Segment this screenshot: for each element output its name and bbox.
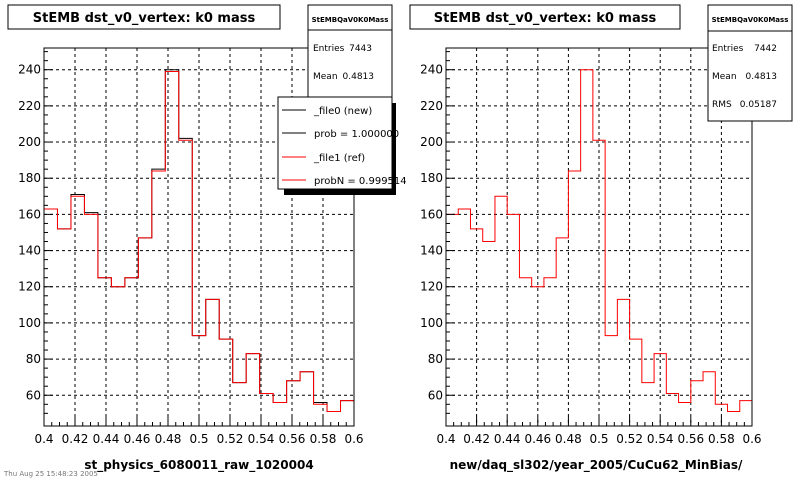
x-tick-label: 0.56 bbox=[279, 432, 306, 446]
x-tick-label: 0.48 bbox=[555, 432, 582, 446]
x-tick-label: 0.42 bbox=[463, 432, 490, 446]
legend-entry: probN = 0.999514 bbox=[314, 176, 407, 187]
x-tick-label: 0.42 bbox=[62, 432, 89, 446]
title-box bbox=[409, 4, 681, 30]
legend-entry: _file1 (ref) bbox=[313, 153, 365, 164]
histogram-panel-right: StEMB dst_v0_vertex: k0 mass 0.4 0.42 0.44… bbox=[409, 4, 793, 473]
y-tick-label: 140 bbox=[18, 244, 41, 258]
stats-rms-value: 0.05187 bbox=[740, 100, 777, 110]
y-tick-label: 120 bbox=[420, 280, 443, 294]
y-tick-label: 100 bbox=[420, 316, 443, 330]
histogram-panel-left: StEMB dst_v0_vertex: k0 mass 0.4 0.42 0.44… bbox=[7, 4, 407, 473]
x-tick-label: 0.52 bbox=[616, 432, 643, 446]
y-tick-label: 160 bbox=[18, 207, 41, 221]
x-tick-label: 0.52 bbox=[217, 432, 244, 446]
chart-title: StEMB dst_v0_vertex: k0 mass bbox=[33, 11, 256, 26]
stats-rms-label: RMS bbox=[712, 100, 732, 110]
legend-entry: _file0 (new) bbox=[313, 106, 372, 117]
legend: _file0 (new) prob = 1.000000 _file1 (ref… bbox=[277, 96, 407, 195]
x-tick-label: 0.58 bbox=[310, 432, 337, 446]
y-tick-label: 160 bbox=[420, 207, 443, 221]
legend-entry: prob = 1.000000 bbox=[314, 129, 399, 140]
stats-box: StEMBQaV0K0Mass Entries 7442 Mean 0.4813… bbox=[707, 4, 793, 122]
x-tick-label: 0.5 bbox=[189, 432, 208, 446]
x-tick-label: 0.6 bbox=[742, 432, 761, 446]
y-tick-label: 200 bbox=[420, 135, 443, 149]
x-tick-label: 0.46 bbox=[124, 432, 151, 446]
y-tick-label: 60 bbox=[428, 388, 443, 402]
histogram-series-1 bbox=[44, 71, 354, 413]
x-tick-label: 0.58 bbox=[708, 432, 735, 446]
x-tick-label: 0.6 bbox=[344, 432, 363, 446]
y-tick-label: 180 bbox=[420, 171, 443, 185]
axis-ticks: 0.4 0.42 0.44 0.46 0.48 0.5 0.52 0.54 0.56 0.58 0.… bbox=[420, 51, 762, 446]
y-tick-label: 240 bbox=[18, 63, 41, 77]
y-tick-label: 240 bbox=[420, 63, 443, 77]
y-tick-label: 80 bbox=[26, 352, 41, 366]
y-tick-label: 80 bbox=[428, 352, 443, 366]
footer-timestamp: Thu Aug 25 15:48:23 2005 bbox=[3, 470, 98, 478]
x-tick-label: 0.46 bbox=[524, 432, 551, 446]
stats-entries-value: 7442 bbox=[754, 44, 777, 54]
x-tick-label: 0.44 bbox=[494, 432, 521, 446]
stats-entries-value: 7443 bbox=[349, 44, 372, 54]
title-box bbox=[7, 4, 281, 30]
stats-mean-value: 0.4813 bbox=[746, 72, 778, 82]
stats-header: StEMBQaV0K0Mass bbox=[312, 16, 389, 24]
chart-title: StEMB dst_v0_vertex: k0 mass bbox=[434, 11, 657, 26]
x-tick-label: 0.5 bbox=[589, 432, 608, 446]
x-tick-label: 0.48 bbox=[155, 432, 182, 446]
x-tick-label: 0.54 bbox=[248, 432, 275, 446]
histogram-bars bbox=[446, 69, 752, 413]
y-tick-label: 180 bbox=[18, 171, 41, 185]
x-tick-label: 0.56 bbox=[677, 432, 704, 446]
x-tick-label: 0.44 bbox=[93, 432, 120, 446]
grid bbox=[446, 48, 752, 426]
histogram-series-0 bbox=[446, 69, 752, 413]
stats-entries-label: Entries bbox=[313, 44, 345, 54]
histogram-bars bbox=[44, 69, 354, 413]
x-axis-label: st_physics_6080011_raw_1020004 bbox=[84, 458, 313, 473]
y-tick-label: 220 bbox=[18, 99, 41, 113]
y-tick-label: 200 bbox=[18, 135, 41, 149]
stats-mean-label: Mean bbox=[313, 72, 338, 82]
y-tick-label: 100 bbox=[18, 316, 41, 330]
y-tick-label: 120 bbox=[18, 280, 41, 294]
axis-ticks: 0.4 0.42 0.44 0.46 0.48 0.5 0.52 0.54 0.56 0.58 0.… bbox=[18, 51, 364, 446]
y-tick-label: 220 bbox=[420, 99, 443, 113]
stats-mean-label: Mean bbox=[712, 72, 737, 82]
x-tick-label: 0.54 bbox=[647, 432, 674, 446]
x-tick-label: 0.4 bbox=[34, 432, 53, 446]
x-axis-label: new/daq_sl302/year_2005/CuCu62_MinBias/ bbox=[450, 458, 743, 473]
y-tick-label: 140 bbox=[420, 244, 443, 258]
stats-header: StEMBQaV0K0Mass bbox=[712, 16, 789, 24]
stats-entries-label: Entries bbox=[712, 44, 744, 54]
y-tick-label: 60 bbox=[26, 388, 41, 402]
stats-mean-value: 0.4813 bbox=[343, 72, 375, 82]
x-tick-label: 0.4 bbox=[436, 432, 455, 446]
